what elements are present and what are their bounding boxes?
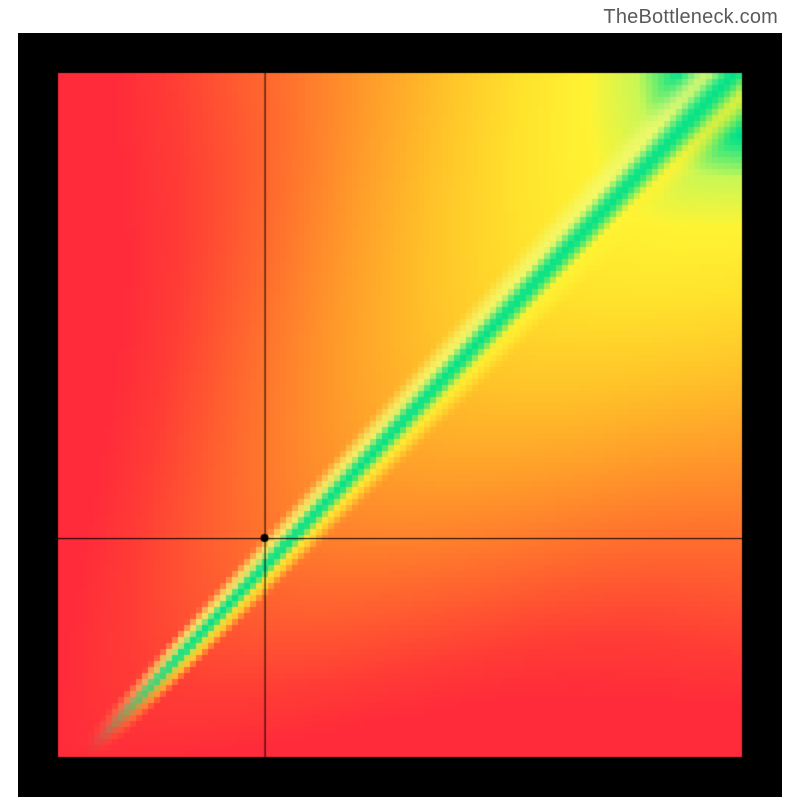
heatmap-canvas <box>18 33 782 797</box>
watermark-text: TheBottleneck.com <box>603 6 778 29</box>
plot-frame <box>18 33 782 797</box>
chart-container: TheBottleneck.com <box>0 0 800 800</box>
